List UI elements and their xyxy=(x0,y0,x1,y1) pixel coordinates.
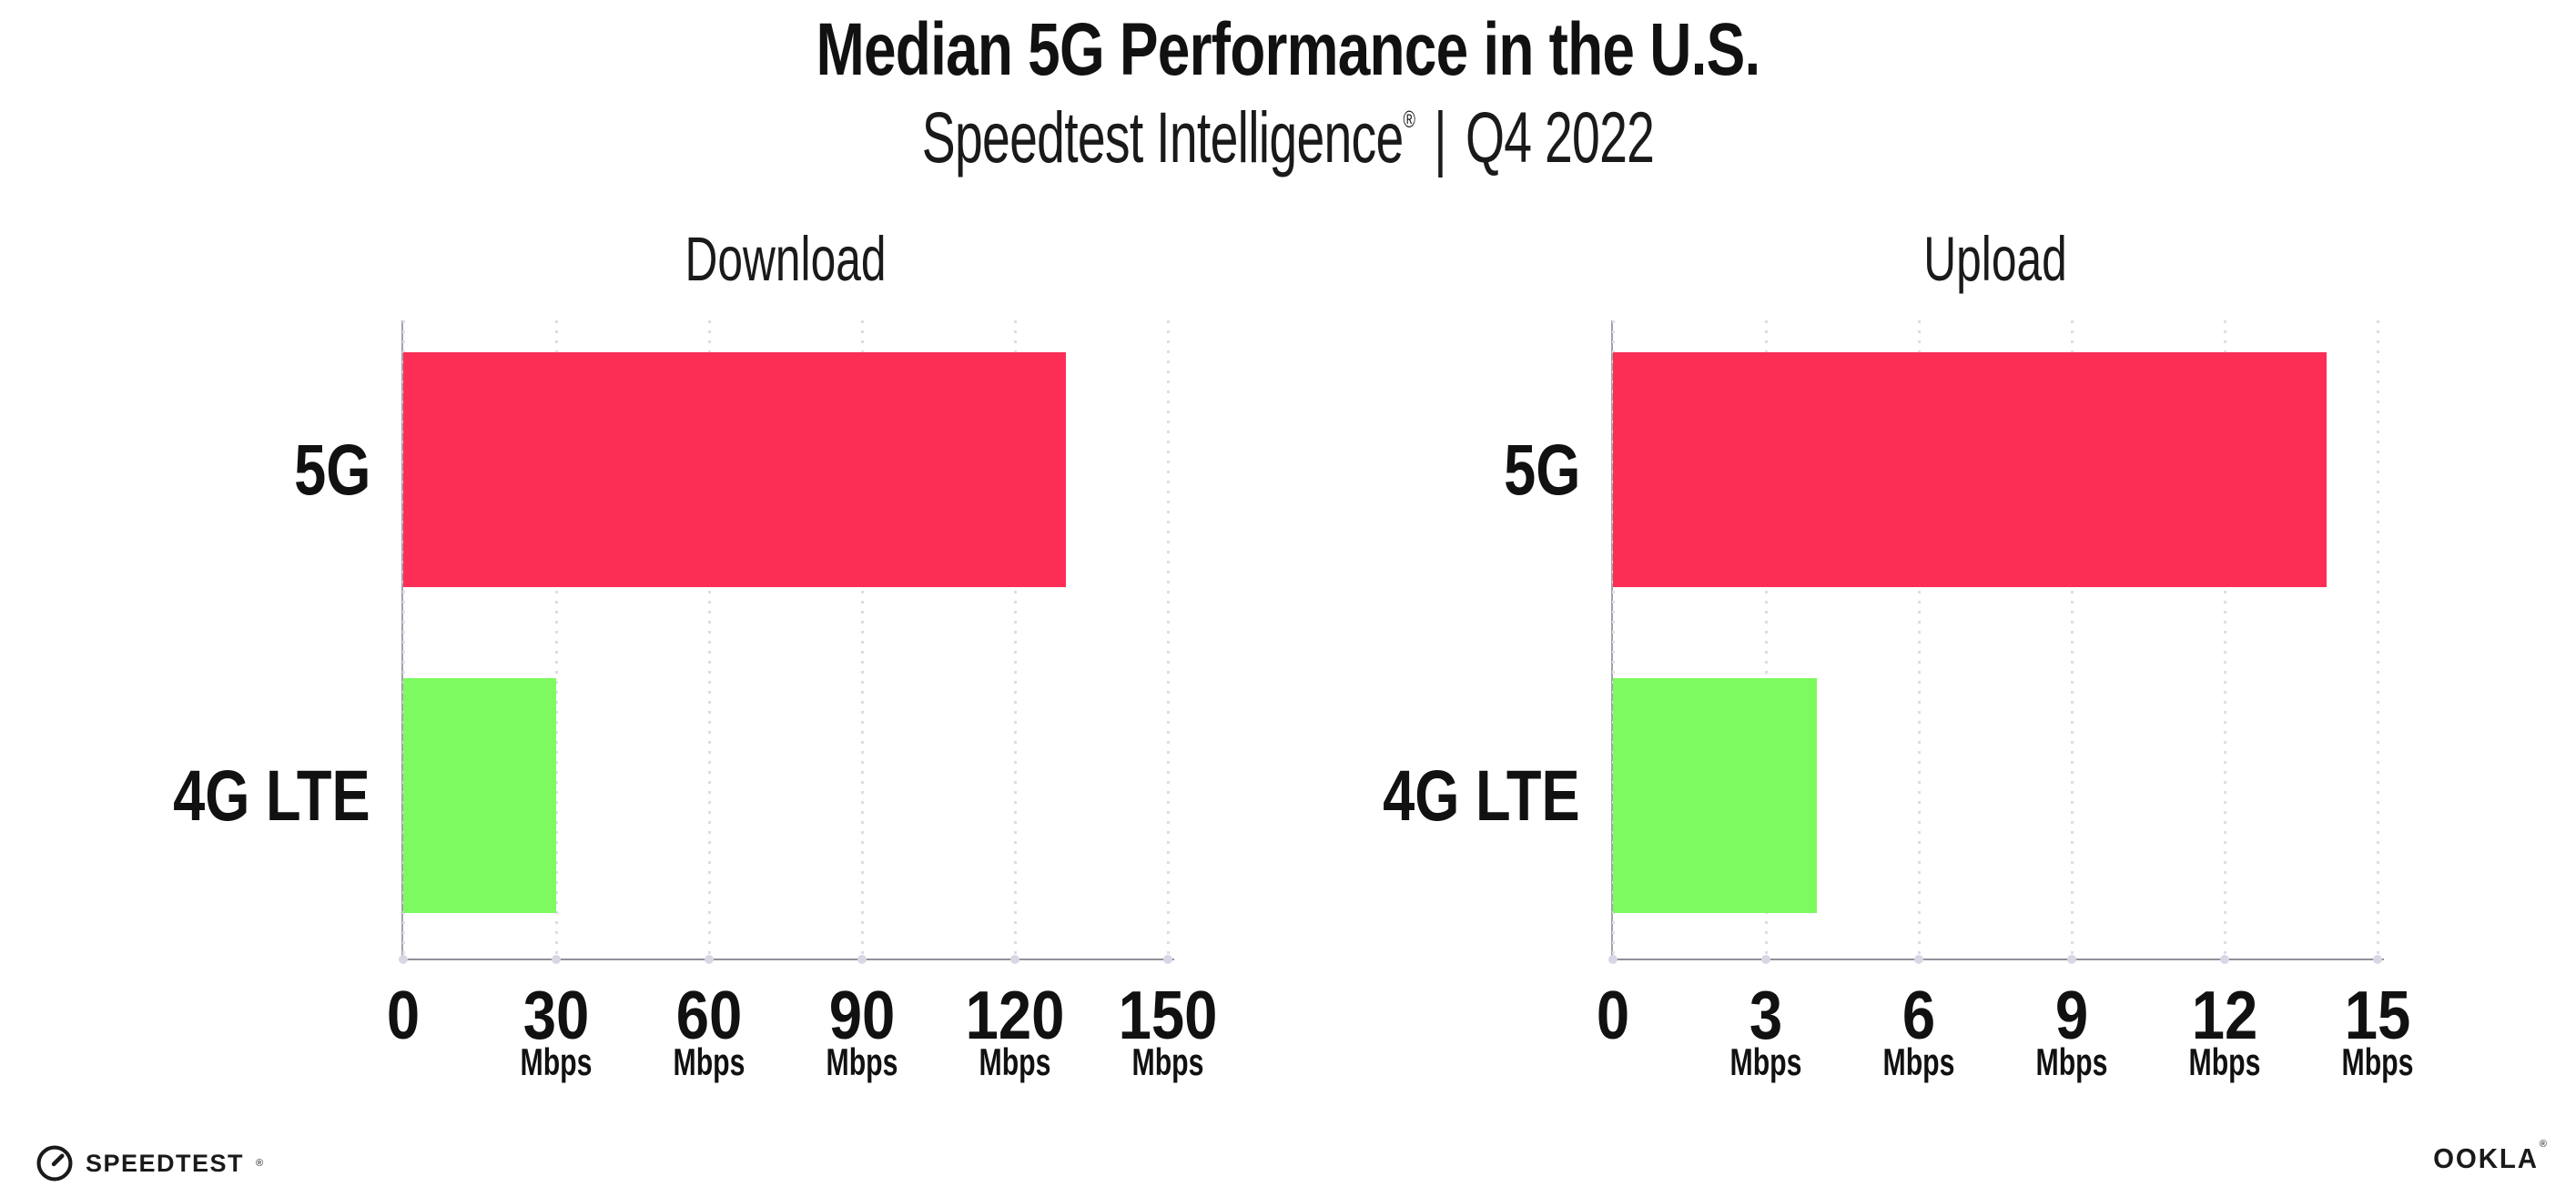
tick-label: 0 xyxy=(1596,977,1630,1053)
category-label-5g: 5G xyxy=(1503,429,1580,510)
axis-tick-dot xyxy=(857,955,867,964)
tick-label: 120 xyxy=(965,977,1065,1053)
tick-label: 150 xyxy=(1118,977,1218,1053)
download-plot-area: 5G 4G LTE xyxy=(173,320,1174,964)
tick-label: 9 xyxy=(2054,977,2089,1053)
gridline xyxy=(2224,320,2226,959)
tick-unit-label: Mbps xyxy=(2188,1040,2261,1083)
gridline xyxy=(1765,320,1768,959)
axis-tick-dot xyxy=(1010,955,1019,964)
tick-unit-label: Mbps xyxy=(1882,1040,1955,1083)
axis-tick-dot xyxy=(705,955,714,964)
x-axis-tick-labels: 0 3 Mbps 6 Mbps 9 Mbps 12 Mbps 15 Mbps xyxy=(1597,977,2414,1127)
category-label-4g-lte: 4G LTE xyxy=(1383,755,1580,836)
axis-tick-dot xyxy=(1761,955,1770,964)
axis-tick-dot xyxy=(1608,955,1618,964)
gridline xyxy=(555,320,558,959)
gridline xyxy=(2071,320,2074,959)
gridline xyxy=(861,320,864,959)
tick-unit-label: Mbps xyxy=(520,1040,593,1083)
upload-plot-area: 5G 4G LTE xyxy=(1383,320,2384,964)
axis-tick-dot xyxy=(2373,955,2382,964)
category-label-5g: 5G xyxy=(293,429,370,510)
axis-tick-dot xyxy=(2220,955,2229,964)
gridline xyxy=(1167,320,1170,959)
ookla-logo: OOKLA ® xyxy=(2433,1139,2547,1174)
bar-5g xyxy=(403,352,1066,587)
gridline xyxy=(708,320,711,959)
bar-4g-lte xyxy=(403,678,556,913)
chart-title-download: Download xyxy=(685,224,887,294)
gridline xyxy=(1612,320,1615,959)
bar-4g-lte xyxy=(1613,678,1817,913)
speedtest-logo: SPEEDTEST ® xyxy=(35,1143,263,1183)
tick-label: 30 xyxy=(522,977,590,1053)
ookla-wordmark: OOKLA xyxy=(2433,1142,2539,1174)
tick-label: 60 xyxy=(675,977,743,1053)
gridline xyxy=(2377,320,2379,959)
registered-mark: ® xyxy=(1403,106,1415,133)
axis-tick-dot xyxy=(552,955,561,964)
tick-label: 3 xyxy=(1749,977,1783,1053)
tick-unit-label: Mbps xyxy=(826,1040,898,1083)
x-axis-line xyxy=(401,959,1174,960)
download-chart: Download 5G 4G LTE 0 30 Mbps 60 Mbps 90 Mbps 120… xyxy=(173,0,1218,1197)
speedtest-gauge-icon xyxy=(36,1145,73,1182)
axis-tick-dot xyxy=(399,955,408,964)
subtitle-period: Q4 2022 xyxy=(1465,96,1655,178)
upload-chart: Upload 5G 4G LTE 0 3 Mbps 6 Mbps 9 Mbps 12 Mbps 15… xyxy=(1383,0,2414,1197)
tick-unit-label: Mbps xyxy=(1131,1040,1204,1083)
tick-label: 6 xyxy=(1902,977,1936,1053)
tick-label: 90 xyxy=(828,977,896,1053)
tick-label: 15 xyxy=(2344,977,2411,1053)
tick-label: 12 xyxy=(2191,977,2258,1053)
axis-tick-dot xyxy=(1163,955,1172,964)
tick-unit-label: Mbps xyxy=(1729,1040,1802,1083)
axis-tick-dot xyxy=(2067,955,2076,964)
tick-label: 0 xyxy=(386,977,421,1053)
tick-unit-label: Mbps xyxy=(2341,1040,2414,1083)
subtitle-divider: | xyxy=(1434,96,1446,178)
tick-unit-label: Mbps xyxy=(979,1040,1051,1083)
gridline xyxy=(402,320,405,959)
page-title: Median 5G Performance in the U.S. xyxy=(816,8,1761,91)
speedtest-wordmark: SPEEDTEST xyxy=(86,1149,245,1177)
x-axis-line xyxy=(1611,959,2384,960)
subtitle-brand: Speedtest Intelligence xyxy=(921,96,1404,178)
bar-5g xyxy=(1613,352,2327,587)
chart-title-upload: Upload xyxy=(1923,224,2067,294)
gridline xyxy=(1014,320,1017,959)
tick-unit-label: Mbps xyxy=(673,1040,745,1083)
axis-tick-dot xyxy=(1914,955,1923,964)
category-label-4g-lte: 4G LTE xyxy=(173,755,370,836)
page-subtitle: Speedtest Intelligence® | Q4 2022 xyxy=(387,101,2190,173)
x-axis-tick-labels: 0 30 Mbps 60 Mbps 90 Mbps 120 Mbps 150 Mbps xyxy=(387,977,1218,1127)
gridline xyxy=(1918,320,1921,959)
tick-unit-label: Mbps xyxy=(2035,1040,2108,1083)
